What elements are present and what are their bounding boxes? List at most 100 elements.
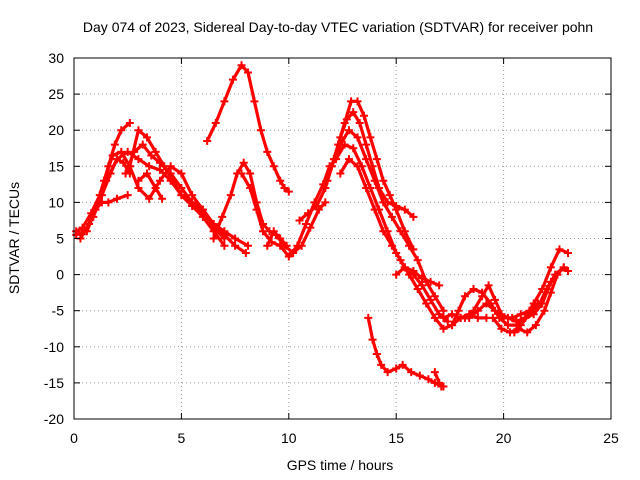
series-line <box>366 316 443 389</box>
data-point <box>368 335 377 344</box>
data-point <box>177 183 186 192</box>
data-point <box>392 202 401 211</box>
data-series <box>72 61 573 391</box>
y-tick-label: 20 <box>48 122 64 138</box>
data-point <box>263 241 272 250</box>
data-point <box>151 183 160 192</box>
x-tick-label: 0 <box>70 430 78 446</box>
data-point <box>284 187 293 196</box>
data-point <box>516 321 525 330</box>
data-point <box>226 191 235 200</box>
y-tick-label: 5 <box>56 231 64 247</box>
data-point <box>220 227 229 236</box>
series-pass-12 <box>263 227 291 250</box>
data-point <box>512 317 521 326</box>
data-point <box>284 252 293 261</box>
data-point <box>269 227 278 236</box>
series-pass-15 <box>327 126 448 315</box>
data-point <box>280 183 289 192</box>
y-tick-label: -10 <box>44 339 64 355</box>
series-pass-24 <box>488 263 568 337</box>
data-point <box>473 313 482 322</box>
data-point <box>387 241 396 250</box>
data-point <box>353 97 362 106</box>
data-point <box>460 313 469 322</box>
data-point <box>370 205 379 214</box>
data-point <box>220 234 229 243</box>
data-point <box>349 108 358 117</box>
data-point <box>82 227 91 236</box>
y-axis-label: SDTVAR / TECUs <box>6 182 22 294</box>
data-point <box>125 118 134 127</box>
data-point <box>362 183 371 192</box>
data-point <box>321 198 330 207</box>
y-tick-label: 25 <box>48 86 64 102</box>
data-point <box>359 111 368 120</box>
data-point <box>392 364 401 373</box>
data-point <box>426 277 435 286</box>
series-line <box>136 171 164 201</box>
data-point <box>108 151 117 160</box>
series-pass-17 <box>336 155 491 333</box>
series-line <box>338 157 488 331</box>
data-point <box>516 310 525 319</box>
chart-title: Day 074 of 2023, Sidereal Day-to-day VTE… <box>83 19 593 35</box>
data-point <box>435 281 444 290</box>
data-point <box>405 270 414 279</box>
data-point <box>306 223 315 232</box>
data-point <box>417 274 426 283</box>
data-point <box>276 234 285 243</box>
data-point <box>439 313 448 322</box>
data-point <box>263 147 272 156</box>
data-point <box>231 241 240 250</box>
data-point <box>321 183 330 192</box>
data-point <box>355 118 364 127</box>
series-pass-19 <box>364 313 446 391</box>
data-point <box>439 324 448 333</box>
x-axis-label: GPS time / hours <box>287 457 394 473</box>
x-tick-label: 5 <box>178 430 186 446</box>
data-point <box>138 140 147 149</box>
data-point <box>353 162 362 171</box>
grid-lines <box>74 58 611 419</box>
data-point <box>241 248 250 257</box>
data-point <box>104 198 113 207</box>
series-line <box>265 229 289 248</box>
data-point <box>72 230 81 239</box>
x-tick-label: 25 <box>603 430 619 446</box>
data-point <box>422 299 431 308</box>
data-point <box>372 155 381 164</box>
data-point <box>460 292 469 301</box>
data-point <box>533 299 542 308</box>
data-point <box>546 263 555 272</box>
data-point <box>276 176 285 185</box>
data-point <box>336 169 345 178</box>
data-point <box>439 306 448 315</box>
x-tick-labels: 0 5 10 15 20 25 <box>70 430 619 446</box>
data-point <box>259 227 268 236</box>
data-point <box>407 368 416 377</box>
data-point <box>112 194 121 203</box>
series-pass-8 <box>134 169 167 203</box>
series-pass-16 <box>332 140 452 326</box>
data-point <box>448 310 457 319</box>
data-point <box>112 155 121 164</box>
data-point <box>400 263 409 272</box>
series-pass-18 <box>392 263 444 290</box>
data-point <box>385 191 394 200</box>
series-line <box>239 164 332 259</box>
data-point <box>134 183 143 192</box>
data-point <box>143 133 152 142</box>
series-pass-23 <box>460 270 562 326</box>
data-point <box>312 202 321 211</box>
data-point <box>488 313 497 322</box>
data-point <box>250 97 259 106</box>
data-point <box>332 155 341 164</box>
x-tick-label: 15 <box>388 430 404 446</box>
data-point <box>147 151 156 160</box>
data-point <box>282 241 291 250</box>
data-point <box>497 310 506 319</box>
data-point <box>559 263 568 272</box>
data-point <box>510 328 519 337</box>
data-point <box>364 313 373 322</box>
